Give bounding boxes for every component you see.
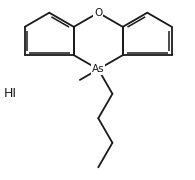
Text: As: As	[92, 64, 105, 74]
Text: O: O	[94, 8, 102, 18]
Text: HI: HI	[3, 87, 16, 100]
